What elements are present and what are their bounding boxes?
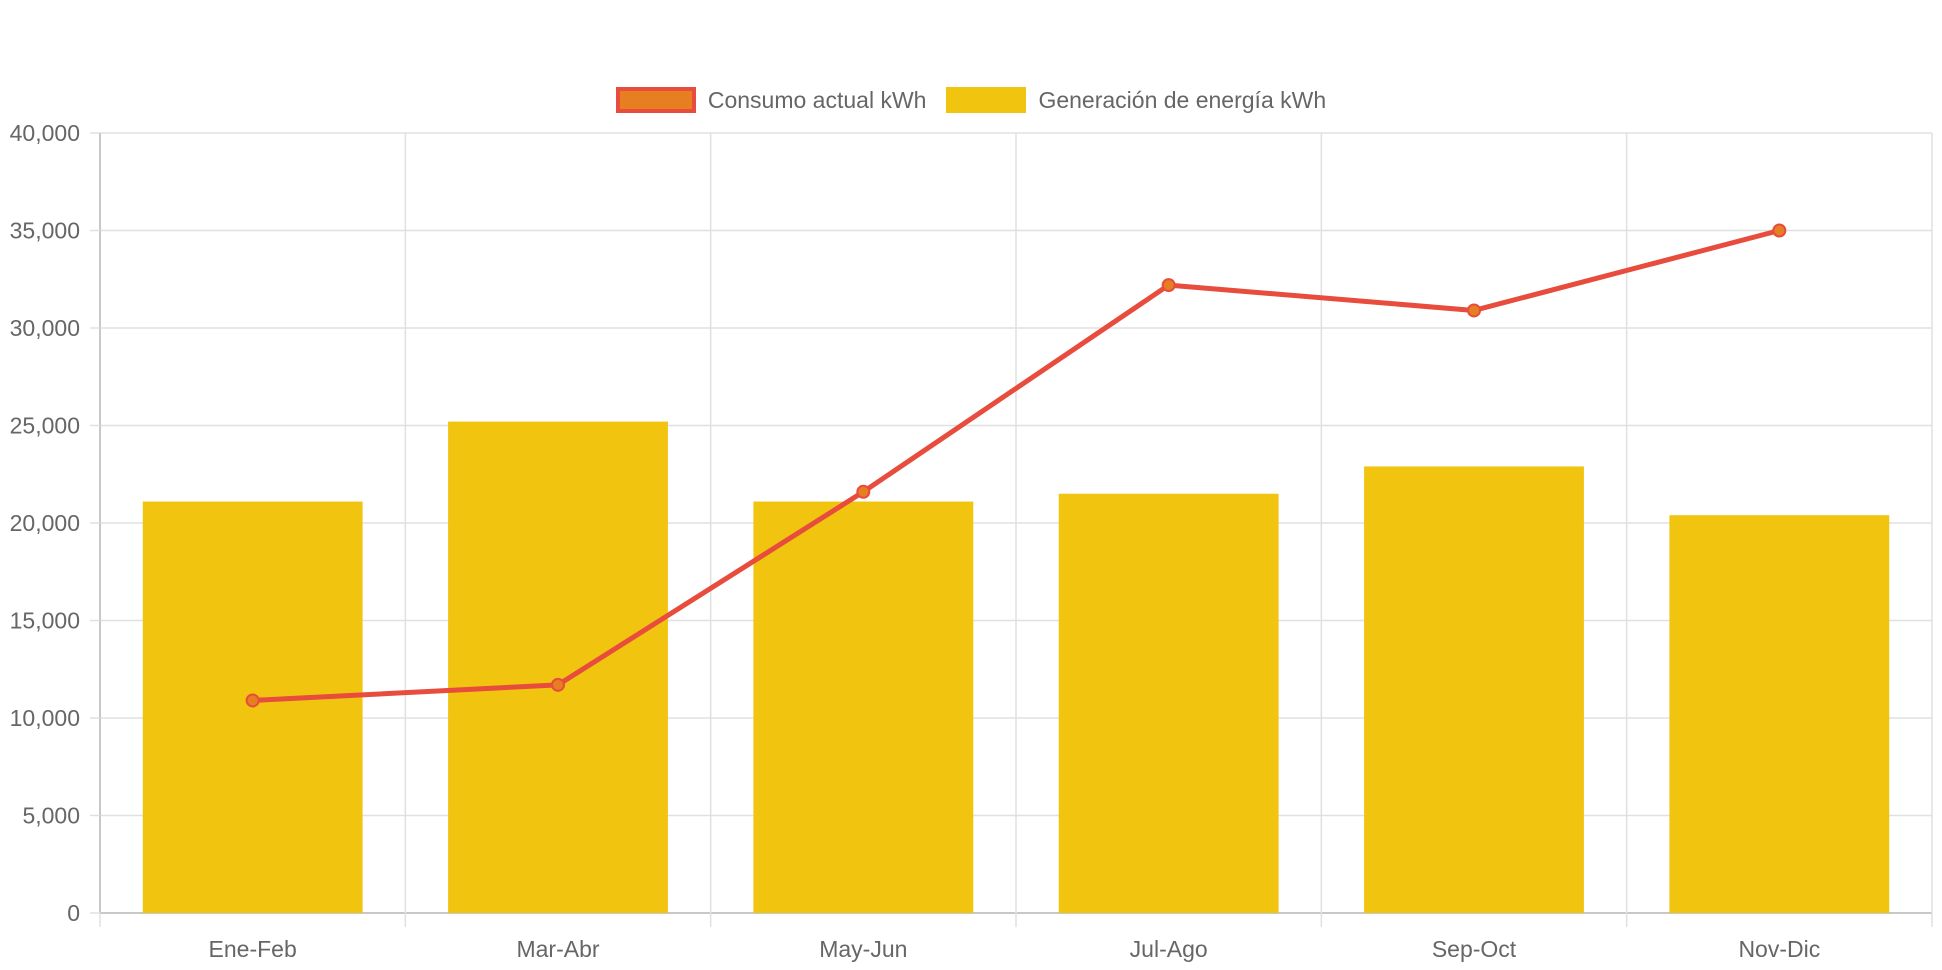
chart-legend: Consumo actual kWh Generación de energía…: [0, 85, 1942, 115]
bar-nov-dic[interactable]: [1669, 515, 1890, 913]
y-tick-label: 25,000: [10, 413, 80, 439]
consumo-point-jul-ago[interactable]: [1161, 278, 1176, 293]
consumo-point-sep-oct[interactable]: [1467, 303, 1481, 318]
bar-mar-abr[interactable]: [448, 421, 668, 913]
line-layer: [245, 223, 1787, 708]
y-tick-label: 30,000: [10, 315, 80, 341]
consumo-point-mar-abr[interactable]: [551, 677, 565, 692]
y-tick-label: 40,000: [10, 120, 80, 146]
x-tick-label: Mar-Abr: [516, 936, 599, 962]
legend-item-generacion[interactable]: Generación de energía kWh: [946, 87, 1326, 114]
x-tick-label: Jul-Ago: [1130, 936, 1208, 962]
x-tick-label: Nov-Dic: [1738, 936, 1820, 962]
y-tick-label: 20,000: [10, 510, 80, 536]
x-tick-label: Ene-Feb: [209, 936, 297, 962]
bar-sep-oct[interactable]: [1364, 466, 1584, 913]
bar-may-jun[interactable]: [753, 501, 974, 913]
consumo-point-ene-feb[interactable]: [245, 693, 260, 708]
consumo-point-may-jun[interactable]: [856, 484, 871, 499]
y-tick-label: 35,000: [10, 218, 80, 244]
y-tick-label: 0: [67, 900, 80, 926]
consumo-point-nov-dic[interactable]: [1772, 223, 1787, 238]
legend-swatch-generacion: [946, 87, 1027, 113]
legend-label-consumo: Consumo actual kWh: [707, 86, 927, 113]
y-tick-label: 5,000: [22, 803, 80, 829]
x-tick-label: May-Jun: [819, 936, 907, 962]
legend-swatch-consumo: [615, 87, 696, 113]
x-tick-label: Sep-Oct: [1432, 936, 1517, 962]
y-tick-label: 15,000: [10, 608, 80, 634]
grid-layer: [90, 132, 1933, 927]
y-tick-label: 10,000: [10, 705, 80, 731]
legend-item-consumo[interactable]: Consumo actual kWh: [615, 86, 927, 114]
axis-layer: 0 5,000 10,000 15,000 20,000 25,000 30,000 35,0…: [10, 120, 1821, 962]
bar-jul-ago[interactable]: [1058, 493, 1279, 913]
consumo-line: [252, 228, 1780, 703]
legend-label-generacion: Generación de energía kWh: [1038, 86, 1327, 113]
